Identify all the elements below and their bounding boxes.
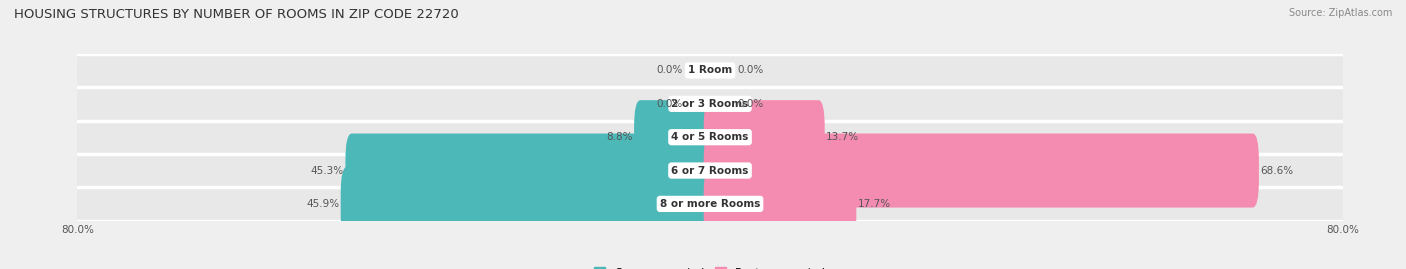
FancyBboxPatch shape <box>77 121 1343 154</box>
Text: 13.7%: 13.7% <box>827 132 859 142</box>
FancyBboxPatch shape <box>77 154 1343 187</box>
FancyBboxPatch shape <box>77 187 1343 221</box>
Text: 45.9%: 45.9% <box>307 199 339 209</box>
FancyBboxPatch shape <box>77 87 1343 121</box>
FancyBboxPatch shape <box>77 54 1343 87</box>
FancyBboxPatch shape <box>346 133 717 208</box>
Text: 8.8%: 8.8% <box>606 132 633 142</box>
FancyBboxPatch shape <box>704 167 856 241</box>
Text: 45.3%: 45.3% <box>311 165 344 176</box>
Text: 4 or 5 Rooms: 4 or 5 Rooms <box>671 132 749 142</box>
FancyBboxPatch shape <box>704 100 825 174</box>
FancyBboxPatch shape <box>634 100 717 174</box>
Text: 68.6%: 68.6% <box>1261 165 1294 176</box>
Text: 17.7%: 17.7% <box>858 199 891 209</box>
Legend: Owner-occupied, Renter-occupied: Owner-occupied, Renter-occupied <box>589 263 831 269</box>
FancyBboxPatch shape <box>340 167 717 241</box>
FancyBboxPatch shape <box>704 133 1258 208</box>
Text: 0.0%: 0.0% <box>738 99 763 109</box>
Text: 6 or 7 Rooms: 6 or 7 Rooms <box>671 165 749 176</box>
Text: 0.0%: 0.0% <box>657 65 682 76</box>
Text: HOUSING STRUCTURES BY NUMBER OF ROOMS IN ZIP CODE 22720: HOUSING STRUCTURES BY NUMBER OF ROOMS IN… <box>14 8 458 21</box>
Text: 2 or 3 Rooms: 2 or 3 Rooms <box>672 99 748 109</box>
Text: 0.0%: 0.0% <box>738 65 763 76</box>
Text: 8 or more Rooms: 8 or more Rooms <box>659 199 761 209</box>
Text: Source: ZipAtlas.com: Source: ZipAtlas.com <box>1288 8 1392 18</box>
Text: 0.0%: 0.0% <box>657 99 682 109</box>
Text: 1 Room: 1 Room <box>688 65 733 76</box>
